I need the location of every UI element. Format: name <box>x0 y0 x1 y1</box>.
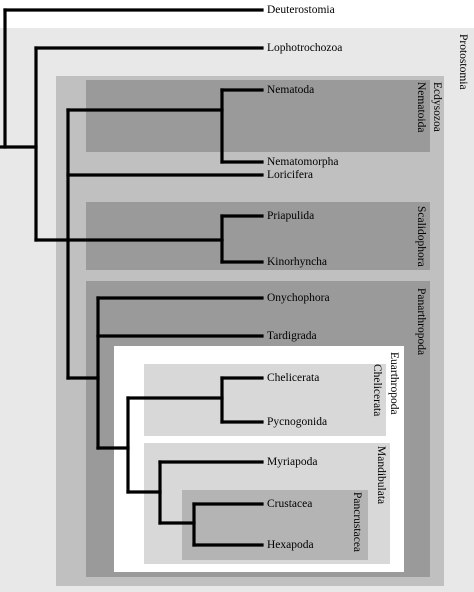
clade-label-scalidophora: Scalidophora <box>415 206 427 267</box>
taxon-tardigrada: Tardigrada <box>267 330 317 342</box>
chelicerata-box <box>144 364 386 436</box>
taxon-priapulida: Priapulida <box>267 210 315 222</box>
clade-label-mandibulata: Mandibulata <box>375 446 387 505</box>
taxon-hexapoda: Hexapoda <box>267 539 314 551</box>
taxon-kinorhyncha: Kinorhyncha <box>267 256 328 268</box>
nematoida-box <box>86 80 430 152</box>
scalidophora-box <box>86 202 430 270</box>
clade-label-protostomia: Protostomia <box>457 34 469 90</box>
clade-label-ecdysozoa: Ecdysozoa <box>431 82 443 132</box>
clade-label-panarthropoda: Panarthropoda <box>415 288 427 356</box>
taxon-nematomorpha: Nematomorpha <box>267 156 339 168</box>
taxon-nematoda: Nematoda <box>267 84 315 96</box>
taxon-lophotrochozoa: Lophotrochozoa <box>267 42 343 54</box>
taxon-loricifera: Loricifera <box>267 169 313 181</box>
taxon-deuterostomia: Deuterostomia <box>267 4 335 16</box>
pancrustacea-box <box>182 490 368 560</box>
taxon-chelicerata: Chelicerata <box>267 372 320 384</box>
clade-label-pancrustacea: Pancrustacea <box>351 492 363 553</box>
clade-label-nematoida: Nematoida <box>415 82 427 133</box>
taxon-crustacea: Crustacea <box>267 498 313 510</box>
taxon-pycnogonida: Pycnogonida <box>267 416 328 428</box>
clade-label-euarthropoda: Euarthropoda <box>388 352 400 415</box>
branch-root-split <box>0 8 7 149</box>
taxon-myriapoda: Myriapoda <box>267 456 318 468</box>
clade-label-chelicerata: Chelicerata <box>371 364 383 417</box>
taxon-onychophora: Onychophora <box>267 292 330 304</box>
